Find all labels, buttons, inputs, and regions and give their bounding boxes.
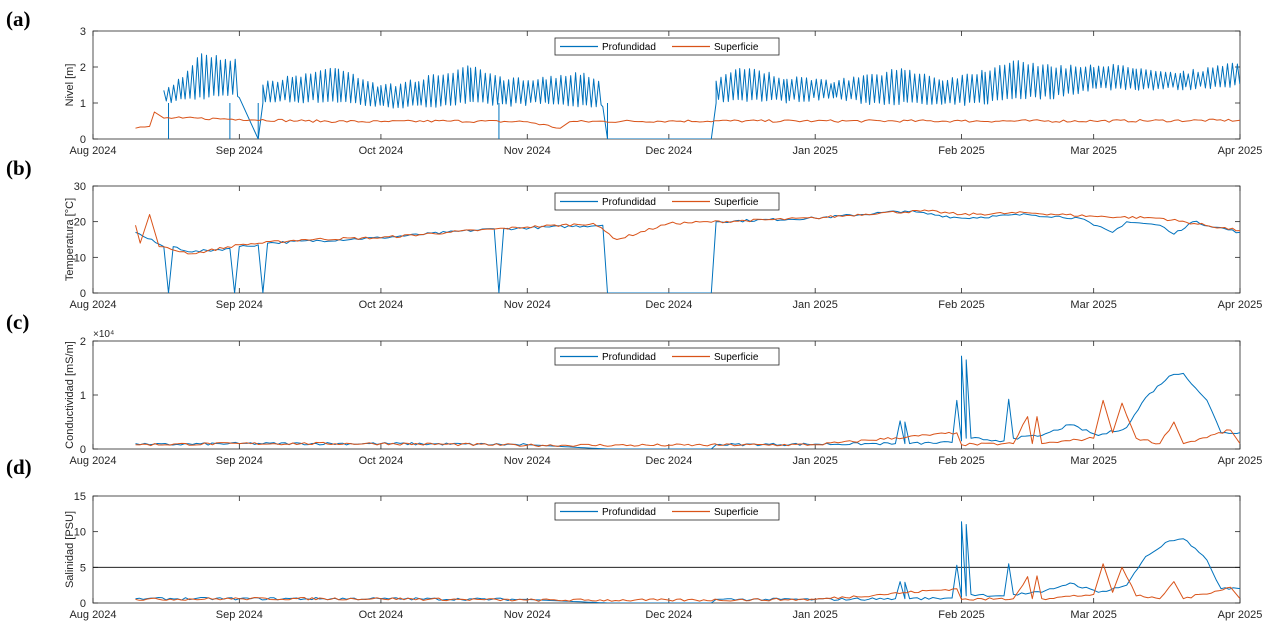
plot-area [135,209,1240,293]
x-tick-label: Jan 2025 [793,145,838,157]
legend-box [554,347,780,366]
plot-area [135,355,1240,449]
x-tick-label: Apr 2025 [1218,609,1263,621]
y-tick-label: 15 [74,491,86,503]
panel-1: (a) 0 1 2 3 Aug 2024 Sep 2024 Oct 2024 Nov 2024 D… [6,7,1262,157]
x-tick-label: Sep 2024 [216,609,263,621]
x-tick-label: Aug 2024 [69,299,116,311]
x-tick-label: Jan 2025 [793,455,838,467]
y-tick-label: 0 [80,598,86,610]
y-tick-label: 30 [74,181,86,193]
y-tick-label: 2 [80,62,86,74]
legend-label: Profundidad [602,507,656,518]
x-tick-label: Jan 2025 [793,609,838,621]
y-tick-label: 0 [80,444,86,456]
x-tick-label: Nov 2024 [504,609,551,621]
y-axis-label: Nivel [m] [64,64,76,107]
legend: Profundidad Superficie [554,192,780,211]
x-tick-label: Oct 2024 [359,145,404,157]
plot-area [135,53,1240,139]
x-tick-label: Feb 2025 [938,299,984,311]
x-tick-label: Feb 2025 [938,455,984,467]
legend-box [554,192,780,211]
y-tick-label: 2 [80,336,86,348]
x-tick-label: Oct 2024 [359,299,404,311]
panel-4: (d) 0 5 10 15 Aug 2024 Sep 2024 Oct 2024 Nov 202… [6,455,1263,621]
y-tick-label: 10 [74,527,86,539]
x-tick-label: Mar 2025 [1070,299,1116,311]
y-tick-label: 0 [80,134,86,146]
legend: Profundidad Superficie [554,502,780,521]
legend-label: Profundidad [602,352,656,363]
y-axis-label: Conductividad [mS/m] [64,341,76,449]
x-tick-label: Oct 2024 [359,455,404,467]
panel-label: (a) [6,7,31,31]
legend-box [554,37,780,56]
x-tick-label: Mar 2025 [1070,145,1116,157]
x-tick-label: Aug 2024 [69,455,116,467]
series-line-superficie [135,111,1240,129]
plot-area [135,521,1240,603]
x-tick-label: Aug 2024 [69,145,116,157]
x-tick-label: Apr 2025 [1218,455,1263,467]
y-tick-label: 1 [80,390,86,402]
series-line-superficie [135,209,1240,255]
x-tick-label: Nov 2024 [504,145,551,157]
panel-label: (d) [6,455,32,479]
x-tick-label: Feb 2025 [938,145,984,157]
legend-label: Superficie [714,507,759,518]
y-axis-multiplier: ×10⁴ [93,329,114,340]
x-tick-label: Feb 2025 [938,609,984,621]
panel-3: (c) 0 1 2 Aug 2024 Sep 2024 Oct 2024 Nov 2024 De… [6,310,1263,467]
legend-label: Superficie [714,352,759,363]
panel-2: (b) 0 10 20 30 Aug 2024 Sep 2024 Oct 2024 Nov 20… [6,156,1262,311]
legend-label: Superficie [714,42,759,53]
x-tick-label: Sep 2024 [216,455,263,467]
legend: Profundidad Superficie [554,37,780,56]
series-line-superficie [135,399,1240,447]
x-tick-label: Dec 2024 [645,609,692,621]
x-tick-label: Jan 2025 [793,299,838,311]
legend-label: Profundidad [602,197,656,208]
x-tick-label: Mar 2025 [1070,455,1116,467]
y-axis-label: Salinidad [PSU] [64,511,76,588]
x-tick-label: Dec 2024 [645,299,692,311]
legend-label: Profundidad [602,42,656,53]
x-tick-label: Sep 2024 [216,299,263,311]
y-tick-label: 10 [74,252,86,264]
y-tick-label: 0 [80,288,86,300]
series-line-superficie [135,563,1240,602]
y-axis-label: Temperatura [°C] [64,198,76,281]
panel-label: (b) [6,156,32,180]
y-tick-label: 1 [80,98,86,110]
x-tick-label: Mar 2025 [1070,609,1116,621]
y-tick-label: 3 [80,26,86,38]
y-tick-label: 5 [80,562,86,574]
x-tick-label: Dec 2024 [645,455,692,467]
series-line-profundidad [135,210,1240,293]
legend: Profundidad Superficie [554,347,780,366]
x-tick-label: Nov 2024 [504,299,551,311]
x-tick-label: Dec 2024 [645,145,692,157]
x-tick-label: Apr 2025 [1218,145,1263,157]
y-tick-label: 20 [74,217,86,229]
legend-box [554,502,780,521]
x-tick-label: Aug 2024 [69,609,116,621]
legend-label: Superficie [714,197,759,208]
x-tick-label: Sep 2024 [216,145,263,157]
series-line-profundidad [163,53,1240,139]
panel-label: (c) [6,310,29,334]
x-tick-label: Apr 2025 [1218,299,1263,311]
x-tick-label: Nov 2024 [504,455,551,467]
x-tick-label: Oct 2024 [359,609,404,621]
